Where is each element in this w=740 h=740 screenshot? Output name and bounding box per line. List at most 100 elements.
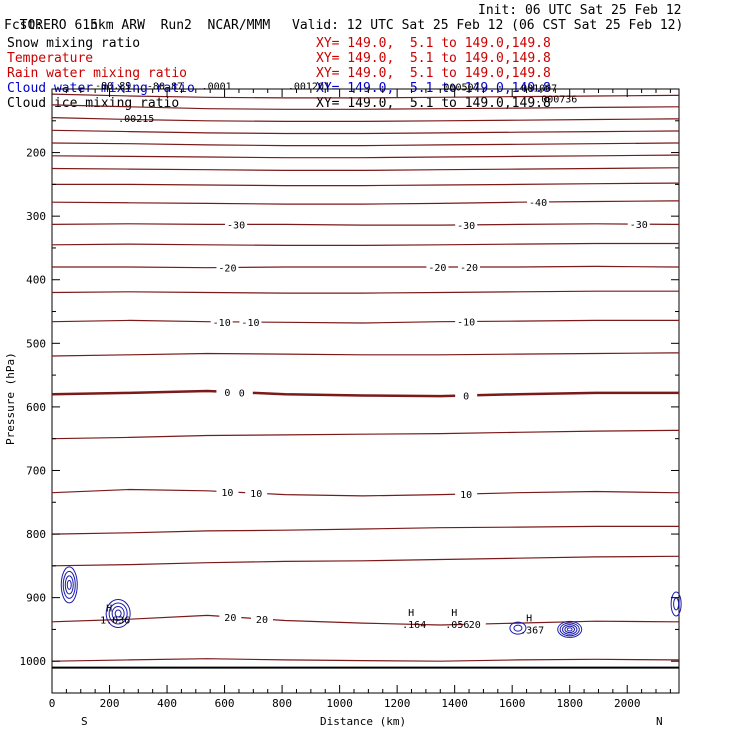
cloud-water-contour xyxy=(114,609,122,618)
isotherm-label-bg xyxy=(219,610,242,622)
y-tick-label: 1000 xyxy=(20,655,47,668)
model-resolution: 15km ARW xyxy=(82,18,145,33)
isotherm-label: -10 xyxy=(213,318,231,329)
isotherm-label-bg xyxy=(230,386,253,398)
isotherm-label: -30 xyxy=(630,220,648,231)
x-tick-label: 1600 xyxy=(499,697,526,710)
isotherm-label-bg xyxy=(210,315,233,327)
isotherm-line xyxy=(51,154,679,159)
isotherm-line xyxy=(51,389,679,398)
y-axis-label: Pressure (hPa) xyxy=(4,352,17,445)
isotherm-label-bg xyxy=(216,261,239,273)
init-time: Init: 06 UTC Sat 25 Feb 12 xyxy=(478,3,682,18)
upper-level-label: -80.89 xyxy=(95,81,131,92)
isotherm-label: 20 xyxy=(256,615,268,626)
upper-level-label: .0001 xyxy=(202,82,232,93)
isotherm-label: -10 xyxy=(457,317,475,328)
cloud-water-max-label: 1.036 xyxy=(100,615,130,626)
isotherm-label-bg xyxy=(426,261,449,273)
cloud-water-contour xyxy=(62,570,76,599)
x-axis-label: Distance (km) xyxy=(320,715,406,728)
isotherm-label-bg xyxy=(225,218,248,230)
isotherm-label-bg xyxy=(463,618,486,630)
upper-level-label: .00215 xyxy=(118,114,154,125)
isotherm-label: -30 xyxy=(227,220,245,231)
forecast-label: Fcst: xyxy=(4,18,44,33)
isotherm-line xyxy=(51,117,679,122)
isotherm-line xyxy=(51,429,679,440)
isotherm-line xyxy=(51,488,679,497)
isotherm-line xyxy=(52,265,679,269)
x-tick-label: 600 xyxy=(215,697,235,710)
isotherm-label-bg xyxy=(216,385,239,397)
isotherm-line xyxy=(51,525,679,535)
upper-level-label: .000507 xyxy=(437,82,479,93)
upper-level-label: -80.87 xyxy=(147,82,183,93)
upper-level-label: .001007 xyxy=(515,84,557,95)
x-tick-label: 200 xyxy=(100,697,120,710)
legend-temperature-xy: XY= 149.0, 5.1 to 149.0,149.8 xyxy=(316,51,551,66)
x-tick-label: 1800 xyxy=(556,697,583,710)
legend-rain-label: Rain water mixing ratio xyxy=(7,66,188,81)
model-center: NCAR/MMM xyxy=(207,18,271,33)
isotherm-label-bg xyxy=(245,487,268,499)
isotherm-line xyxy=(52,182,679,187)
legend-snow-label: Snow mixing ratio xyxy=(7,36,141,51)
isotherm-label: -20 xyxy=(460,263,478,274)
cloud-water-contour xyxy=(509,621,527,635)
cloud-water-contour xyxy=(566,627,573,632)
cloud-water-contour xyxy=(66,579,72,590)
x-tick-label: 0 xyxy=(49,697,56,710)
isotherm-line xyxy=(51,223,679,226)
cloud-water-contour xyxy=(108,602,128,625)
isotherm-line xyxy=(51,200,679,205)
isotherm-label-bg xyxy=(455,389,478,401)
y-tick-label: 900 xyxy=(26,592,46,605)
cloud-water-contour xyxy=(562,624,578,635)
y-tick-label: 300 xyxy=(26,210,46,223)
y-tick-label: 200 xyxy=(26,147,46,160)
isotherm-line xyxy=(51,93,679,99)
y-tick-label: 700 xyxy=(26,464,46,477)
isotherm-line xyxy=(51,658,679,662)
y-tick-label: 500 xyxy=(26,337,46,350)
isotherm-label: -20 xyxy=(428,263,446,274)
isotherm-line xyxy=(51,555,679,567)
forecast-value: 6 h xyxy=(74,18,98,33)
isotherm-line xyxy=(51,290,679,294)
isotherm-label-bg xyxy=(239,316,262,328)
isotherm-line xyxy=(51,129,679,135)
cloud-water-max-marker: H xyxy=(451,608,457,619)
isotherm-label: 0 xyxy=(239,388,245,399)
cloud-water-contour xyxy=(564,625,576,634)
cloud-water-contour xyxy=(670,591,682,617)
cloud-water-contour xyxy=(111,606,125,622)
isotherm-line xyxy=(51,104,679,110)
isotherm-label: 20 xyxy=(469,620,481,631)
isotherm-line xyxy=(51,242,679,246)
isotherm-label-bg xyxy=(527,196,550,208)
cloud-water-contour xyxy=(60,566,78,604)
cloud-water-contour xyxy=(64,575,74,595)
cloud-water-max-marker: H xyxy=(408,608,414,619)
cloud-water-max-label: .056 xyxy=(445,620,469,631)
x-end-south: S xyxy=(81,715,88,728)
y-tick-label: 400 xyxy=(26,274,46,287)
cloud-water-contour xyxy=(559,622,580,637)
x-tick-label: 1200 xyxy=(384,697,411,710)
isotherm-line xyxy=(51,319,679,324)
plot-frame xyxy=(51,88,680,694)
cloud-water-max-label: .164 xyxy=(402,620,426,631)
legend-cloud-ice-xy: XY= 149.0, 5.1 to 149.0,149.8 xyxy=(316,96,551,111)
isotherm-line xyxy=(51,352,679,357)
x-tick-label: 1000 xyxy=(326,697,353,710)
isotherm-label: 0 xyxy=(224,388,230,399)
y-tick-label: 600 xyxy=(26,401,46,414)
isotherm-label-bg xyxy=(455,315,478,327)
cloud-water-contour xyxy=(557,620,583,638)
cloud-water-contour xyxy=(513,624,523,632)
plot-border xyxy=(51,88,680,694)
